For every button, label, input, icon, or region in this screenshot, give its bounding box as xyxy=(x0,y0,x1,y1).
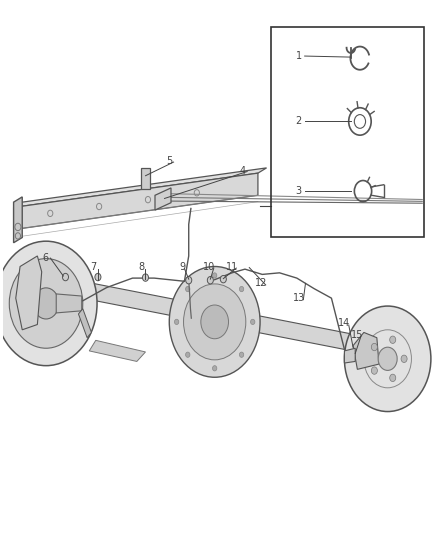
Text: 8: 8 xyxy=(138,262,144,271)
Circle shape xyxy=(63,273,68,281)
Circle shape xyxy=(390,374,396,382)
Text: 9: 9 xyxy=(179,262,185,271)
Circle shape xyxy=(0,241,97,366)
Circle shape xyxy=(251,319,255,325)
Text: 1: 1 xyxy=(296,51,302,61)
Circle shape xyxy=(9,259,83,348)
Circle shape xyxy=(240,352,244,357)
Circle shape xyxy=(344,306,431,411)
Text: 15: 15 xyxy=(351,330,364,340)
Text: 5: 5 xyxy=(166,156,173,166)
Text: 7: 7 xyxy=(91,262,97,271)
Text: 10: 10 xyxy=(202,262,215,271)
Polygon shape xyxy=(78,309,92,338)
Circle shape xyxy=(174,319,179,325)
Polygon shape xyxy=(14,168,267,207)
Text: 2: 2 xyxy=(295,116,302,126)
Text: 11: 11 xyxy=(226,262,238,271)
Polygon shape xyxy=(42,273,379,356)
Circle shape xyxy=(378,347,397,370)
Circle shape xyxy=(95,273,101,281)
Circle shape xyxy=(390,336,396,343)
Bar xyxy=(271,27,424,238)
Text: 12: 12 xyxy=(255,278,268,288)
Text: 4: 4 xyxy=(240,166,246,175)
Polygon shape xyxy=(155,188,171,210)
Polygon shape xyxy=(14,197,22,243)
Polygon shape xyxy=(89,341,145,361)
Circle shape xyxy=(212,273,217,278)
Circle shape xyxy=(186,352,190,357)
Text: 13: 13 xyxy=(293,293,305,303)
Text: 6: 6 xyxy=(42,253,48,263)
Text: 3: 3 xyxy=(296,186,302,196)
Circle shape xyxy=(401,355,407,362)
Polygon shape xyxy=(14,173,258,230)
Circle shape xyxy=(33,288,59,319)
Circle shape xyxy=(186,286,190,292)
Circle shape xyxy=(240,286,244,292)
Circle shape xyxy=(201,305,229,339)
Circle shape xyxy=(212,366,217,371)
Polygon shape xyxy=(141,168,150,189)
Circle shape xyxy=(371,343,378,351)
Circle shape xyxy=(371,367,378,374)
Circle shape xyxy=(207,277,213,284)
Polygon shape xyxy=(344,348,355,363)
Circle shape xyxy=(169,266,260,377)
Circle shape xyxy=(142,274,148,281)
Polygon shape xyxy=(353,333,379,369)
Text: 14: 14 xyxy=(338,318,350,328)
Circle shape xyxy=(186,277,192,284)
Polygon shape xyxy=(56,294,82,313)
Circle shape xyxy=(220,276,226,283)
Polygon shape xyxy=(16,256,42,330)
Circle shape xyxy=(184,284,246,360)
